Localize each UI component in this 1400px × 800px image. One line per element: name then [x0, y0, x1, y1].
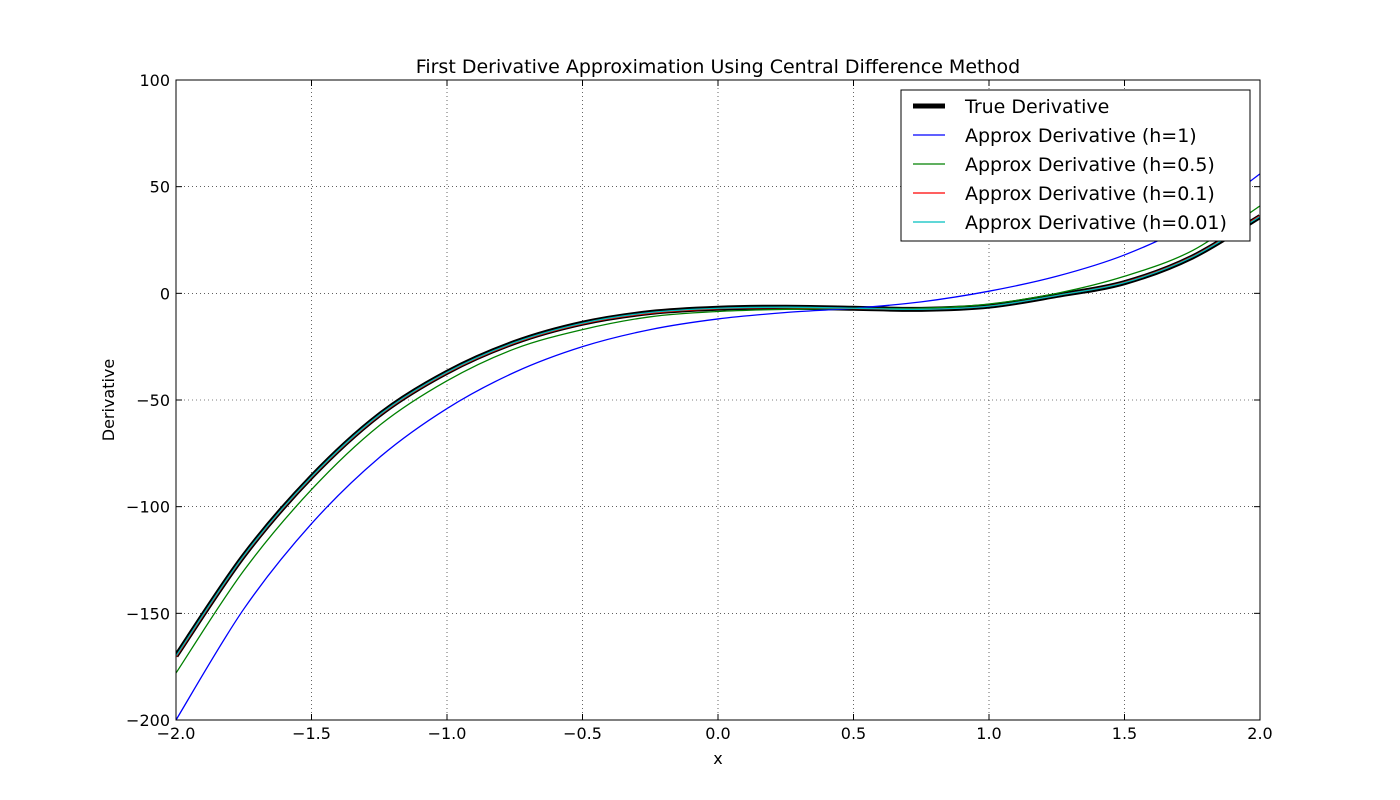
legend-label: True Derivative: [964, 96, 1109, 118]
x-tick-label: 0.5: [841, 724, 866, 743]
legend-items: True Derivative Approx Derivative (h=1) Ap…: [913, 96, 1227, 234]
legend: True Derivative Approx Derivative (h=1) Ap…: [900, 89, 1251, 242]
legend-box: [900, 89, 1251, 242]
x-tick-label: 0.0: [705, 724, 730, 743]
x-tick-label: −0.5: [563, 724, 602, 743]
x-tick-label: 2.0: [1247, 724, 1272, 743]
chart-title: First Derivative Approximation Using Cen…: [416, 56, 1020, 78]
x-tick-label: 1.0: [976, 724, 1001, 743]
y-tick-label: 100: [139, 71, 170, 90]
series-approx-h1: [176, 173, 1260, 720]
x-axis-label: x: [713, 749, 722, 768]
y-tick-label: −100: [126, 498, 170, 517]
y-axis-label: Derivative: [99, 359, 118, 442]
y-tick-label: −50: [136, 391, 170, 410]
y-tick-label: −150: [126, 604, 170, 623]
x-tick-label: −1.5: [292, 724, 331, 743]
legend-label: Approx Derivative (h=0.1): [965, 183, 1215, 205]
x-tick-label: −2.0: [157, 724, 196, 743]
x-tick-label: 1.5: [1112, 724, 1137, 743]
series-lines: [176, 173, 1260, 720]
legend-label: Approx Derivative (h=0.5): [965, 154, 1215, 176]
series-approx-h05: [176, 205, 1260, 674]
y-tick-label: 50: [150, 178, 170, 197]
series-approx-h001: [176, 215, 1260, 657]
y-tick-label: 0: [160, 284, 170, 303]
x-tick-label: −1.0: [428, 724, 467, 743]
legend-label: Approx Derivative (h=1): [965, 125, 1197, 147]
legend-label: Approx Derivative (h=0.01): [965, 212, 1227, 234]
axis-ticks: −2.0 −1.5 −1.0 −0.5 0.0 0.5 1.0 1.5 2.0 −200 −150 −…: [126, 71, 1273, 743]
y-tick-label: −200: [126, 711, 170, 730]
